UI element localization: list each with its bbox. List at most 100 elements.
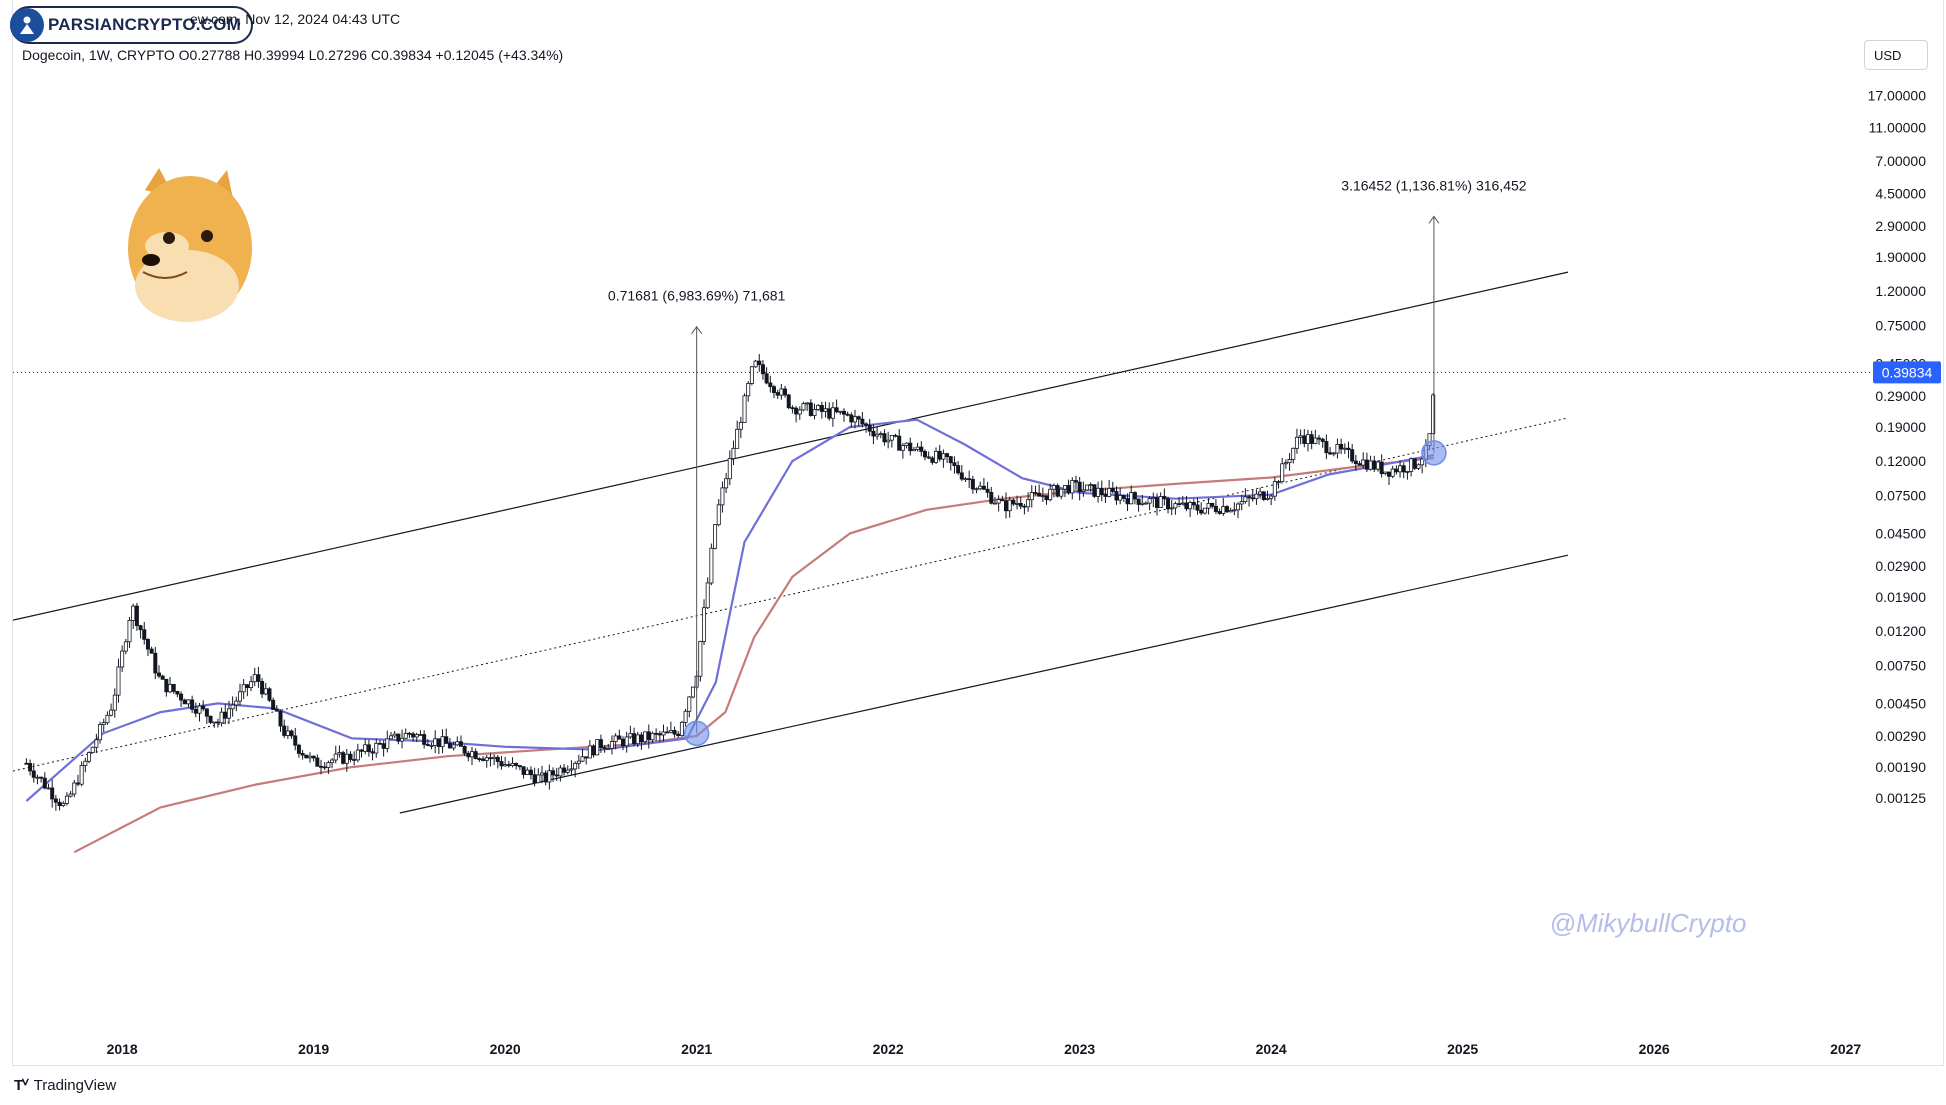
candle-body (1081, 489, 1086, 492)
candle-body (68, 793, 73, 797)
candle-body (882, 433, 887, 443)
candle-body (1062, 485, 1067, 490)
highlight-marker[interactable] (683, 720, 710, 747)
candle-body (1096, 487, 1101, 497)
candle-body (900, 445, 905, 451)
candle-body (127, 619, 132, 643)
price-axis-tick: 0.00125 (1875, 790, 1926, 806)
price-chart[interactable]: 17.00000 11.00000 7.00000 4.50000 2.90000 1.9… (13, 0, 1943, 1066)
price-axis-tick: 1.90000 (1875, 249, 1926, 265)
candle-body (440, 736, 445, 747)
candle-body (171, 684, 176, 692)
candle-body (447, 743, 452, 749)
candle-body (94, 739, 99, 748)
candle-body (764, 373, 769, 384)
price-axis-tick: 0.00190 (1875, 759, 1926, 775)
candle-body (702, 607, 707, 642)
candle-body (1305, 434, 1310, 444)
candle-body (528, 769, 533, 776)
candle-body (963, 478, 968, 481)
candle-body (1228, 510, 1233, 513)
candle-body (245, 684, 250, 689)
candle-body (985, 488, 990, 493)
candle-body (1217, 511, 1222, 514)
candle-body (296, 744, 301, 754)
candle-body (1088, 484, 1093, 487)
candle-body (370, 751, 375, 754)
candle-body (1073, 480, 1078, 483)
time-axis-tick: 2026 (1639, 1041, 1670, 1057)
candle-body (1232, 509, 1237, 512)
candle-body (1033, 492, 1038, 494)
candle-body (760, 364, 765, 375)
candle-body (311, 755, 316, 759)
highlight-marker[interactable] (1421, 440, 1447, 466)
candle-body (234, 700, 239, 706)
price-axis-tick: 11.00000 (1869, 119, 1927, 135)
candle-body (794, 407, 799, 415)
candle-body (414, 734, 419, 738)
candle-body (344, 753, 349, 764)
candle-body (1272, 481, 1277, 497)
channel-mid-line[interactable] (13, 417, 1569, 772)
price-axis-tick: 0.29000 (1875, 388, 1926, 404)
channel-upper-line[interactable] (13, 271, 1569, 621)
candle-body (727, 458, 732, 480)
candle-body (223, 711, 228, 719)
candle-body (1276, 481, 1281, 483)
candle-body (230, 704, 235, 710)
candle-body (654, 732, 659, 735)
candle-body (539, 772, 544, 776)
candle-body (1180, 502, 1185, 505)
candle-body (731, 447, 736, 459)
candle-body (1048, 488, 1053, 501)
candle-body (83, 760, 88, 766)
candle-body (849, 414, 854, 423)
candle-body (278, 710, 283, 727)
candle-body (98, 724, 103, 741)
candle-body (576, 760, 581, 764)
candle-body (39, 776, 44, 779)
candle-body (746, 383, 751, 397)
candle-body (1199, 509, 1204, 514)
candle-body (72, 782, 77, 795)
candle-body (1188, 502, 1193, 510)
candle-body (1132, 492, 1137, 500)
candle-body (75, 782, 80, 785)
candle-body (1125, 498, 1130, 505)
candle-body (101, 722, 106, 725)
candle-body (392, 733, 397, 737)
candle-body (260, 681, 265, 695)
price-axis-tick: 7.00000 (1875, 153, 1926, 169)
candle-body (1294, 436, 1299, 449)
candle-body (1283, 462, 1288, 465)
candle-body (495, 756, 500, 762)
candle-body (123, 641, 128, 652)
candle-body (374, 742, 379, 754)
candle-body (1173, 503, 1178, 509)
time-axis-tick: 2019 (298, 1041, 329, 1057)
candle-body (1331, 452, 1336, 455)
candle-body (609, 741, 614, 749)
candle-body (28, 763, 33, 772)
channel-lower-line[interactable] (399, 554, 1569, 814)
candle-body (889, 434, 894, 441)
candle-body (595, 739, 600, 756)
candle-body (377, 742, 382, 745)
candle-body (160, 675, 165, 680)
candle-body (606, 747, 611, 750)
candle-body (1037, 492, 1042, 497)
candle-body (1018, 502, 1023, 507)
candle-body (591, 745, 596, 756)
candle-body (584, 756, 589, 759)
candle-body (816, 405, 821, 410)
candle-body (326, 762, 331, 768)
candle-body (569, 768, 574, 771)
current-price-label: 0.39834 (1882, 364, 1933, 380)
candle-body (366, 744, 371, 753)
candle-body (834, 407, 839, 413)
candle-body (168, 684, 173, 693)
currency-button[interactable]: USD (1864, 40, 1928, 70)
candle-body (841, 410, 846, 415)
price-axis-tick: 0.00450 (1875, 695, 1926, 711)
